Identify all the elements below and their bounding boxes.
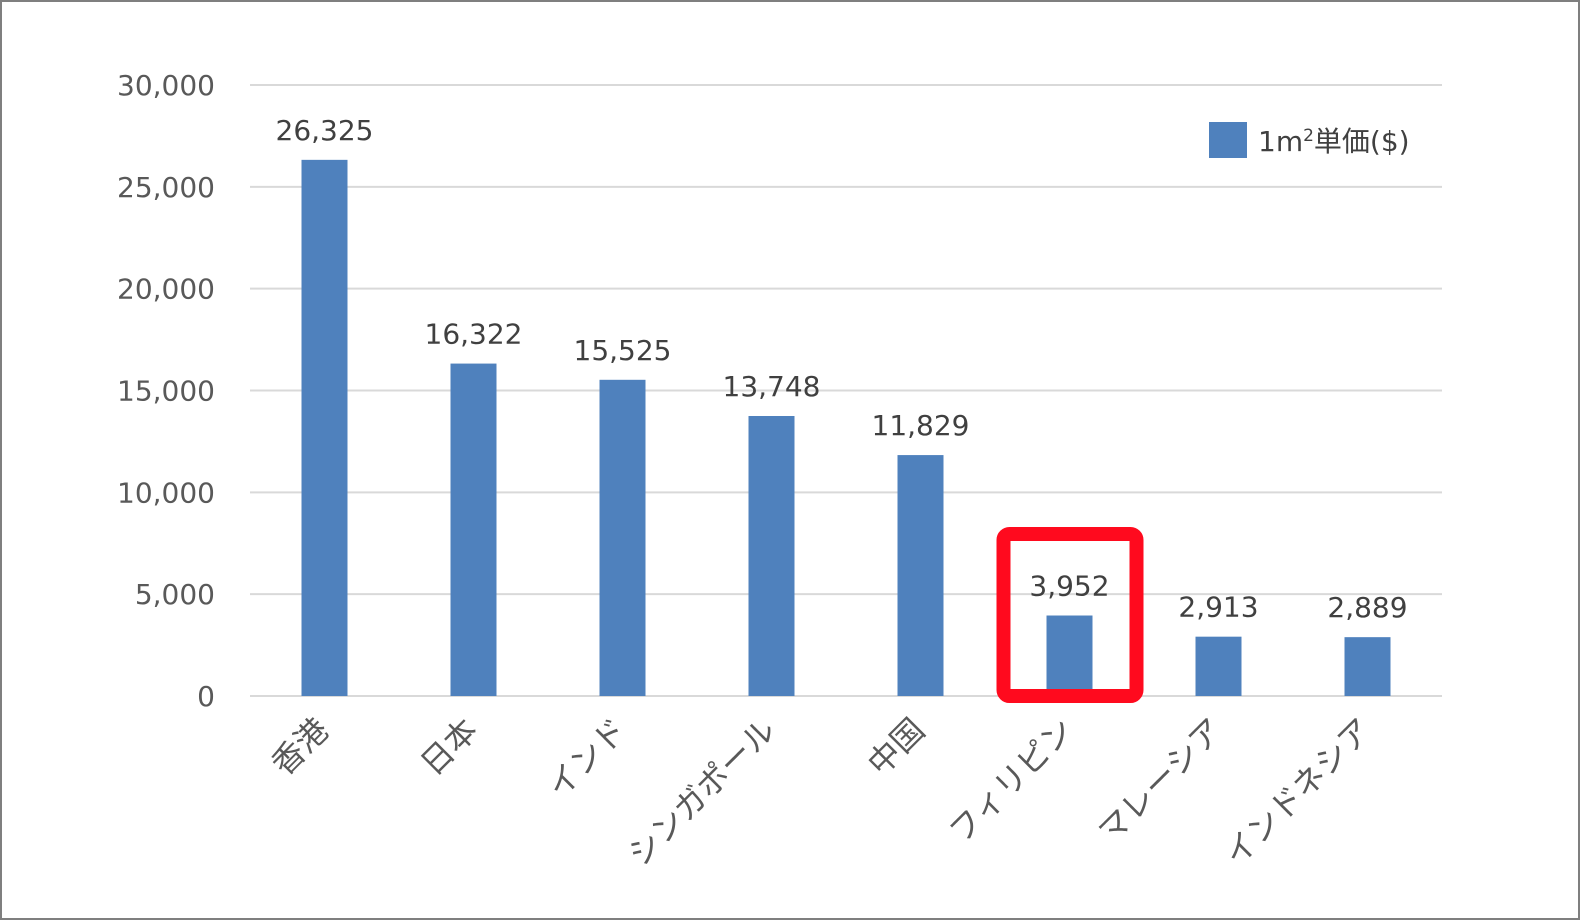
category-label: 香港 bbox=[264, 711, 336, 783]
bar bbox=[599, 379, 646, 696]
legend-swatch bbox=[1209, 122, 1247, 158]
bar bbox=[301, 159, 348, 696]
highlight-layer bbox=[996, 527, 1144, 703]
bar bbox=[748, 415, 795, 696]
category-label: インドネシア bbox=[1217, 711, 1380, 874]
category-label: マレーシア bbox=[1091, 711, 1231, 851]
highlight-box bbox=[996, 527, 1144, 703]
y-tick-label: 15,000 bbox=[117, 375, 215, 408]
legend: 1m2単価($) bbox=[1209, 122, 1410, 158]
bar bbox=[1046, 615, 1093, 696]
category-label: インド bbox=[539, 711, 634, 806]
y-tick-label: 20,000 bbox=[117, 273, 215, 306]
y-axis-tick-labels: 0 5,000 10,000 15,000 20,000 25,000 30,000 bbox=[117, 69, 215, 713]
bars bbox=[301, 159, 1391, 696]
data-label: 3,952 bbox=[1029, 570, 1109, 603]
data-label: 16,322 bbox=[425, 318, 523, 351]
data-label: 2,889 bbox=[1327, 591, 1407, 624]
y-tick-label: 0 bbox=[197, 680, 215, 713]
category-label: 中国 bbox=[860, 711, 932, 783]
y-tick-label: 5,000 bbox=[135, 578, 215, 611]
category-label: 日本 bbox=[413, 711, 485, 783]
data-label: 15,525 bbox=[574, 334, 672, 367]
legend-label-rest: 単価($) bbox=[1314, 125, 1410, 158]
bar bbox=[897, 455, 944, 696]
gridlines bbox=[250, 84, 1442, 697]
data-label: 26,325 bbox=[276, 114, 374, 147]
y-tick-label: 10,000 bbox=[117, 476, 215, 509]
legend-label: 1m2単価($) bbox=[1258, 125, 1410, 158]
data-label: 11,829 bbox=[872, 409, 970, 442]
bar bbox=[1195, 636, 1242, 696]
y-tick-label: 30,000 bbox=[117, 69, 215, 102]
category-label: シンガポール bbox=[621, 711, 784, 874]
legend-label-main: 1m bbox=[1258, 125, 1303, 158]
legend-label-superscript: 2 bbox=[1303, 126, 1314, 146]
bar bbox=[450, 363, 497, 696]
data-label: 13,748 bbox=[723, 370, 821, 403]
y-tick-label: 25,000 bbox=[117, 171, 215, 204]
bar bbox=[1344, 637, 1391, 696]
data-label: 2,913 bbox=[1178, 591, 1258, 624]
data-labels: 26,325 16,322 15,525 13,748 11,829 3,952 2,913… bbox=[276, 114, 1408, 624]
category-label: フィリピン bbox=[942, 711, 1082, 851]
